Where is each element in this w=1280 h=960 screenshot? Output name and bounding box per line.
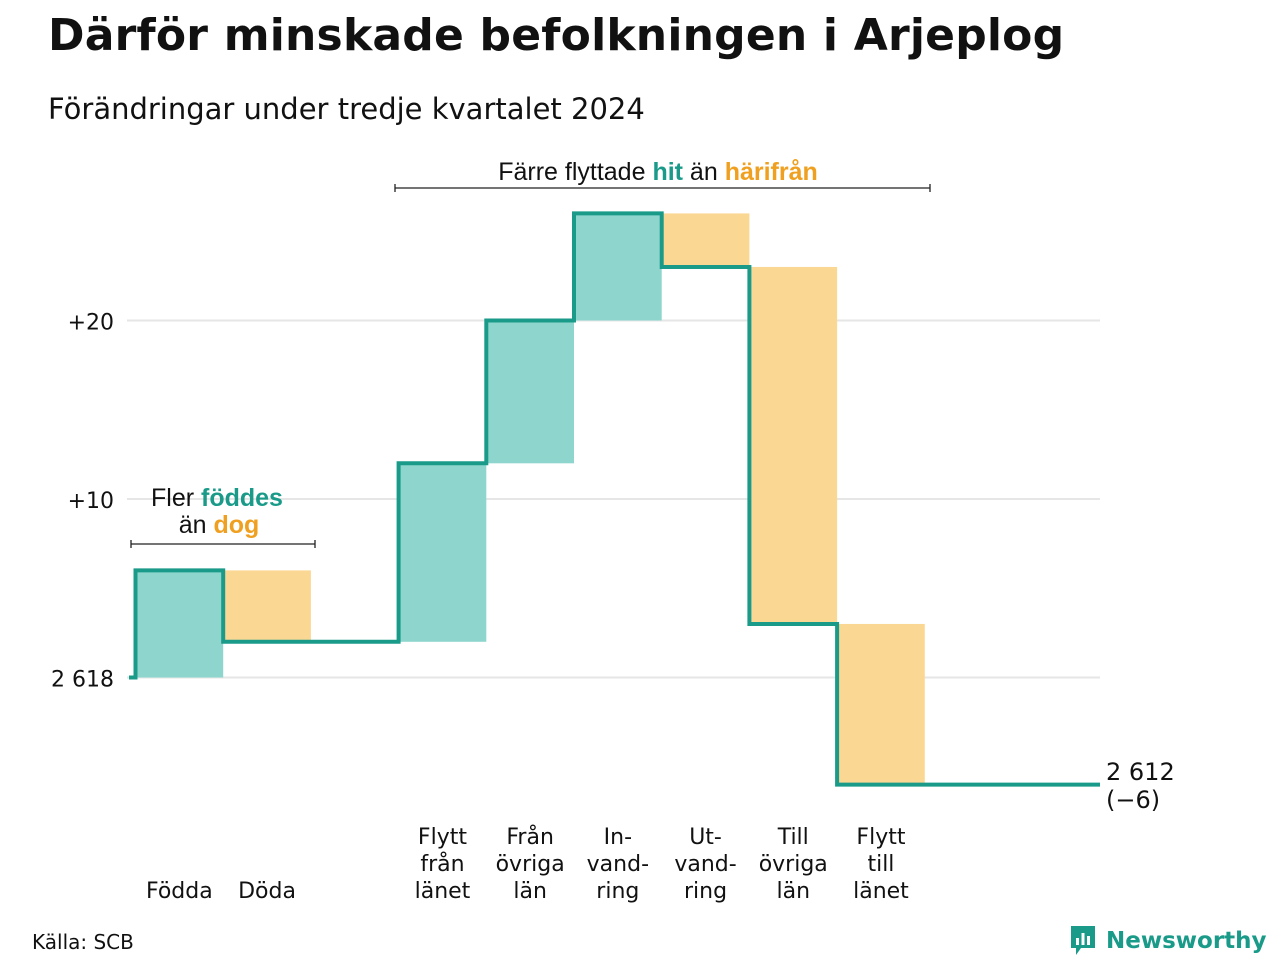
annotation-text-part: hit: [652, 158, 683, 186]
waterfall-bar: [661, 213, 750, 267]
waterfall-bar: [135, 570, 224, 678]
category-label: övriga: [496, 852, 565, 877]
category-label: län: [776, 879, 810, 904]
y-tick-label: 2 618: [51, 668, 114, 693]
annotation-text-part: Färre flyttade: [498, 158, 652, 186]
category-label: län: [513, 879, 547, 904]
annotation-text-part: än: [179, 511, 214, 539]
waterfall-bar: [398, 463, 487, 642]
annotation-text-part: härifrån: [725, 158, 818, 186]
category-label: Flytt: [856, 825, 905, 850]
migration-annotation-text: Färre flyttade hit än härifrån: [498, 158, 818, 186]
brand-logo: Newsworthy: [1068, 924, 1267, 958]
births-annotation-line2: än dog: [179, 511, 260, 539]
category-label: In-: [604, 825, 632, 850]
category-label: vand-: [674, 852, 736, 877]
page-title: Därför minskade befolkningen i Arjeplog: [48, 10, 1065, 61]
end-value-label: 2 612: [1106, 758, 1175, 786]
y-tick-label: +10: [68, 489, 114, 514]
category-label: från: [420, 851, 464, 877]
category-label: länet: [853, 879, 909, 904]
newsworthy-logo-icon: [1071, 926, 1095, 955]
category-label: Från: [506, 824, 554, 850]
waterfall-bar: [837, 623, 925, 785]
category-label: Till: [777, 825, 809, 850]
y-tick-label: +20: [68, 311, 114, 336]
category-label: Flytt: [418, 825, 467, 850]
waterfall-bar: [486, 320, 574, 464]
end-value-label: (−6): [1106, 786, 1160, 814]
waterfall-bar: [749, 266, 838, 624]
category-label: vand-: [587, 852, 649, 877]
category-label: Döda: [238, 879, 296, 904]
waterfall-bar: [574, 213, 662, 321]
births-annotation-line1: Fler föddes: [151, 484, 283, 512]
category-label: övriga: [759, 852, 828, 877]
category-label: Födda: [146, 879, 213, 904]
brand-name: Newsworthy: [1106, 928, 1267, 954]
annotation-text-part: dog: [213, 511, 259, 539]
waterfall-bar: [223, 570, 311, 642]
category-label: Ut-: [689, 825, 722, 850]
category-label: till: [867, 852, 894, 877]
migration-annotation: Färre flyttade hit än härifrån: [394, 158, 931, 192]
category-label: ring: [596, 879, 639, 904]
migration-bracket: [394, 184, 931, 192]
category-label: ring: [684, 879, 727, 904]
category-label: länet: [415, 879, 471, 904]
cumulative-step-line: [129, 211, 1100, 787]
annotation-text-part: Fler: [151, 484, 201, 512]
births-bracket: [130, 540, 316, 548]
page-subtitle: Förändringar under tredje kvartalet 2024: [48, 92, 645, 126]
annotation-text-part: än: [683, 158, 725, 186]
source-note: Källa: SCB: [32, 930, 134, 954]
annotation-text-part: föddes: [201, 484, 283, 512]
